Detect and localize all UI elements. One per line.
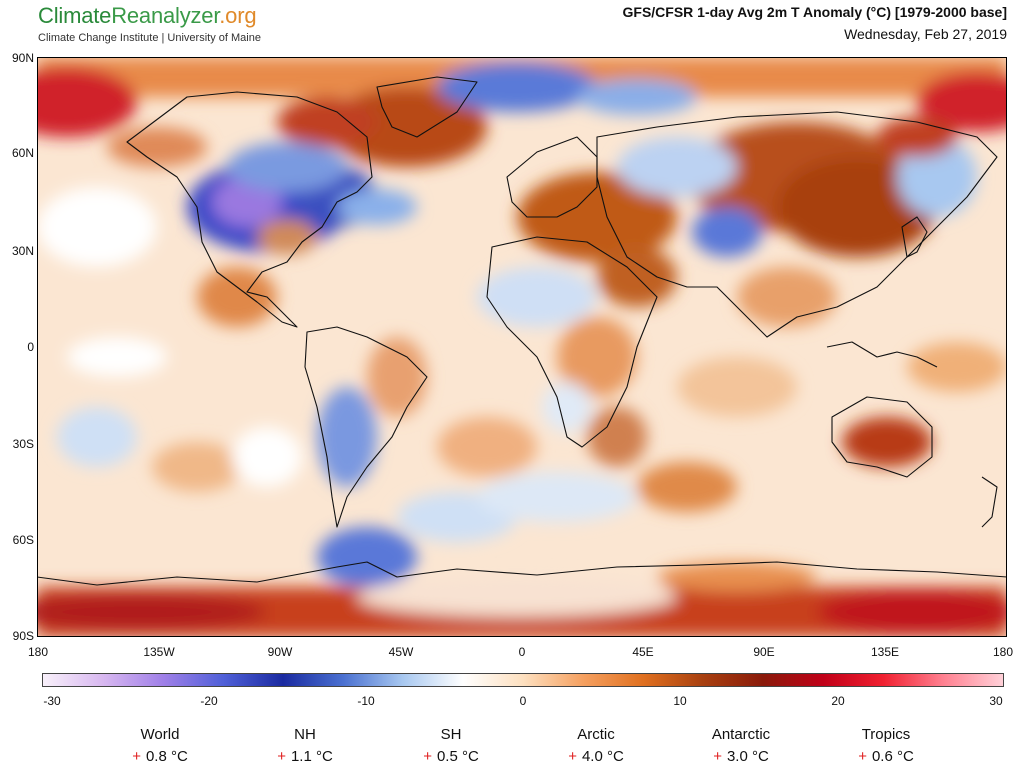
anomaly-map bbox=[37, 57, 1007, 637]
stat-name: Antarctic bbox=[711, 726, 771, 743]
brand-part-climate: Climate bbox=[38, 3, 112, 28]
colorbar-label-30: 30 bbox=[989, 694, 1003, 708]
lat-label-30s: 30S bbox=[12, 437, 34, 451]
stat-sign: + bbox=[132, 748, 141, 765]
stat-nh: NH +1.1 °C bbox=[245, 726, 365, 765]
asia-outline bbox=[596, 111, 998, 338]
stat-name: World bbox=[140, 726, 180, 743]
stat-value-row: +0.5 °C bbox=[391, 748, 511, 765]
lat-label-90n: 90N bbox=[11, 51, 34, 65]
lon-label-0: 0 bbox=[518, 645, 526, 659]
stat-antarctic: Antarctic +3.0 °C bbox=[681, 726, 801, 765]
brand-logo[interactable]: ClimateReanalyzer.org bbox=[38, 3, 261, 29]
lon-label-90e: 90E bbox=[753, 645, 775, 659]
south-america-outline bbox=[304, 326, 428, 528]
coastlines bbox=[37, 76, 1007, 586]
stat-name: Tropics bbox=[861, 726, 911, 743]
lon-label-135w: 135W bbox=[143, 645, 175, 659]
stat-value-row: +4.0 °C bbox=[536, 748, 656, 765]
colorbar-label-neg30: -30 bbox=[43, 694, 61, 708]
brand-part-org: .org bbox=[219, 3, 257, 28]
stat-value: 0.8 °C bbox=[145, 748, 188, 765]
stat-value-row: +0.8 °C bbox=[100, 748, 220, 765]
stat-sign: + bbox=[858, 748, 867, 765]
lat-label-60n: 60N bbox=[11, 146, 34, 160]
colorbar-label-0: 0 bbox=[519, 694, 527, 708]
colorbar-label-10: 10 bbox=[673, 694, 687, 708]
colorbar-label-neg10: -10 bbox=[357, 694, 375, 708]
stat-world: World +0.8 °C bbox=[100, 726, 220, 765]
lat-label-60s: 60S bbox=[12, 533, 34, 547]
africa-outline bbox=[486, 236, 658, 448]
europe-outline bbox=[506, 136, 598, 218]
colorbar-label-neg20: -20 bbox=[200, 694, 218, 708]
stat-sign: + bbox=[277, 748, 286, 765]
stat-value-row: +3.0 °C bbox=[681, 748, 801, 765]
stat-name: Arctic bbox=[577, 726, 615, 743]
stat-arctic: Arctic +4.0 °C bbox=[536, 726, 656, 765]
map-title: GFS/CFSR 1-day Avg 2m T Anomaly (°C) [19… bbox=[622, 4, 1008, 20]
lon-label-45w: 45W bbox=[388, 645, 414, 659]
lon-label-45e: 45E bbox=[632, 645, 654, 659]
map-frame bbox=[37, 57, 1007, 637]
lon-label-90w: 90W bbox=[267, 645, 293, 659]
stat-name: NH bbox=[294, 726, 316, 743]
brand-block: ClimateReanalyzer.org Climate Change Ins… bbox=[38, 3, 261, 44]
stat-name: SH bbox=[440, 726, 462, 743]
colorbar bbox=[42, 673, 1004, 687]
stat-value-row: +1.1 °C bbox=[245, 748, 365, 765]
new-zealand-outline bbox=[981, 476, 998, 528]
lat-label-90s: 90S bbox=[12, 629, 34, 643]
lat-label-30n: 30N bbox=[11, 244, 34, 258]
indonesia-outline bbox=[826, 341, 938, 368]
lon-label-135e: 135E bbox=[870, 645, 900, 659]
colorbar-label-20: 20 bbox=[831, 694, 845, 708]
stat-value: 3.0 °C bbox=[726, 748, 769, 765]
stat-sign: + bbox=[713, 748, 722, 765]
stat-value: 0.6 °C bbox=[871, 748, 914, 765]
stat-value: 4.0 °C bbox=[581, 748, 624, 765]
map-date: Wednesday, Feb 27, 2019 bbox=[844, 26, 1007, 42]
lon-label-180e: 180 bbox=[992, 645, 1014, 659]
stat-sh: SH +0.5 °C bbox=[391, 726, 511, 765]
stat-value-row: +0.6 °C bbox=[826, 748, 946, 765]
greenland-outline bbox=[376, 76, 478, 138]
australia-outline bbox=[831, 396, 933, 478]
antarctica-outline bbox=[37, 561, 1007, 586]
stat-sign: + bbox=[423, 748, 432, 765]
brand-subtitle: Climate Change Institute | University of… bbox=[38, 32, 261, 44]
north-america-outline bbox=[126, 91, 373, 328]
stat-tropics: Tropics +0.6 °C bbox=[826, 726, 946, 765]
lat-label-0: 0 bbox=[27, 340, 34, 354]
stat-value: 0.5 °C bbox=[436, 748, 479, 765]
map-title-block: GFS/CFSR 1-day Avg 2m T Anomaly (°C) [19… bbox=[623, 4, 1008, 42]
anomaly-map-svg bbox=[37, 57, 1007, 637]
brand-part-reanalyzer: Reanalyzer bbox=[111, 3, 220, 28]
japan-outline bbox=[901, 216, 928, 258]
lon-label-180w: 180 bbox=[27, 645, 49, 659]
stat-sign: + bbox=[568, 748, 577, 765]
stat-value: 1.1 °C bbox=[290, 748, 333, 765]
